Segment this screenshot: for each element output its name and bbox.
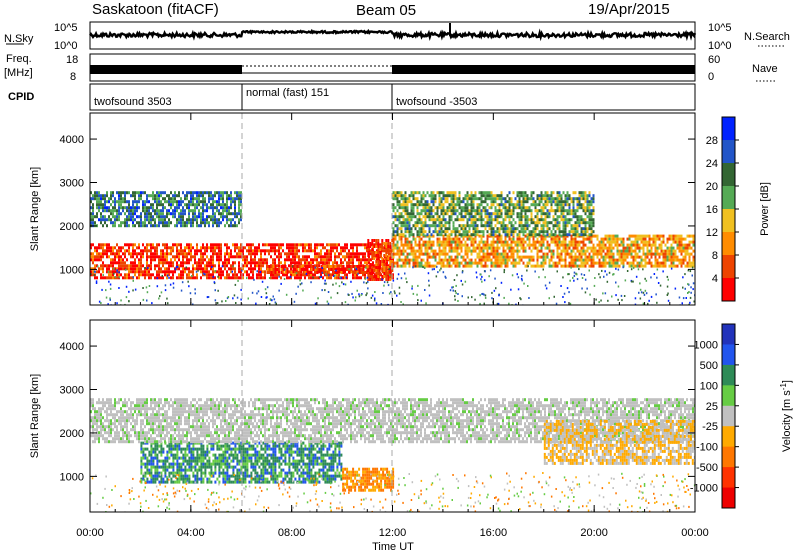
nsky-tick-bottom-right: 10^0 <box>708 40 732 52</box>
beam-label: Beam 05 <box>356 2 416 19</box>
velocity-panel: 4000 3000 2000 1000 Slant Range [km] 1000 50… <box>29 319 793 513</box>
cpid-segment-1: twofsound 3503 <box>94 96 172 108</box>
colorbar-swatch <box>722 385 735 407</box>
colorbar-swatch <box>722 487 735 509</box>
colorbar-tick: 4 <box>712 273 718 285</box>
colorbar-tick: -100 <box>696 442 718 454</box>
colorbar-swatch <box>722 467 735 489</box>
velocity-heatmap <box>90 398 695 512</box>
nsky-strip: N.Sky 10^5 10^0 10^5 10^0 N.Search <box>4 21 790 52</box>
x-tick-label: 00:00 <box>76 527 104 539</box>
nsky-trace <box>89 23 697 42</box>
cpid-segment-2: normal (fast) 151 <box>246 87 329 99</box>
colorbar-swatch <box>722 344 735 366</box>
colorbar-tick: 20 <box>706 181 718 193</box>
freq-label: Freq. <box>6 53 32 65</box>
y-tick-label: 1000 <box>60 471 84 483</box>
power-panel: 4000 3000 2000 1000 Slant Range [km] 28 24 20… <box>29 112 771 306</box>
colorbar-tick: 16 <box>706 204 718 216</box>
velocity-y-label: Slant Range [km] <box>29 374 41 458</box>
x-axis: 00:00 04:00 08:00 12:00 16:00 20:00 00:00 <box>76 113 709 539</box>
nsky-tick-top: 10^5 <box>54 22 78 34</box>
freq-tick-top: 18 <box>66 54 78 66</box>
colorbar-tick: 12 <box>706 227 718 239</box>
y-tick-label: 3000 <box>60 178 84 190</box>
colorbar-tick: -1000 <box>690 483 718 495</box>
colorbar-tick: 28 <box>706 135 718 147</box>
cpid-segment-3: twofsound -3503 <box>396 96 477 108</box>
cpid-strip: CPID twofsound 3503 normal (fast) 151 tw… <box>8 83 696 111</box>
colorbar-swatch <box>722 140 735 164</box>
nsky-label: N.Sky <box>4 33 34 45</box>
x-tick-label: 08:00 <box>278 527 306 539</box>
power-y-label: Slant Range [km] <box>29 167 41 251</box>
colorbar-swatch <box>722 324 735 345</box>
freq-strip: Freq. [MHz] 18 8 60 0 Nave <box>4 53 778 83</box>
nsearch-label: N.Search <box>744 31 790 43</box>
power-colorbar: 28 24 20 16 12 8 4 <box>706 116 739 302</box>
x-tick-label: 20:00 <box>580 527 608 539</box>
velocity-y-ticks: 4000 3000 2000 1000 <box>60 341 695 483</box>
colorbar-tick: 25 <box>706 401 718 413</box>
y-tick-label: 2000 <box>60 428 84 440</box>
colorbar-swatch <box>722 405 735 427</box>
colorbar-swatch <box>722 255 735 279</box>
power-y-ticks: 4000 3000 2000 1000 <box>60 134 695 276</box>
colorbar-tick: 1000 <box>694 339 718 351</box>
power-colorbar-label: Power [dB] <box>759 182 771 236</box>
y-tick-label: 4000 <box>60 134 84 146</box>
colorbar-tick: -500 <box>696 462 718 474</box>
y-tick-label: 1000 <box>60 264 84 276</box>
y-tick-label: 4000 <box>60 341 84 353</box>
colorbar-swatch <box>722 232 735 256</box>
colorbar-tick: 24 <box>706 158 718 170</box>
colorbar-tick: 500 <box>700 360 718 372</box>
cpid-label: CPID <box>8 91 34 103</box>
nsky-tick-top-right: 10^5 <box>708 22 732 34</box>
y-tick-label: 2000 <box>60 221 84 233</box>
plot-title: Saskatoon (fitACF) <box>92 1 219 18</box>
x-tick-label: 04:00 <box>177 527 205 539</box>
colorbar-swatch <box>722 364 735 386</box>
nave-label: Nave <box>752 63 778 75</box>
date-label: 19/Apr/2015 <box>588 1 670 18</box>
nsky-tick-bottom: 10^0 <box>54 40 78 52</box>
freq-tick-bottom: 8 <box>70 71 76 83</box>
colorbar-swatch <box>722 446 735 468</box>
colorbar-tick: 100 <box>700 380 718 392</box>
colorbar-swatch <box>722 117 735 141</box>
colorbar-swatch <box>722 426 735 448</box>
velocity-colorbar-label: Velocity [m s-1] <box>779 380 793 452</box>
colorbar-tick: 8 <box>712 250 718 262</box>
colorbar-tick: -25 <box>702 421 718 433</box>
colorbar-swatch <box>722 163 735 187</box>
freq-unit-label: [MHz] <box>4 67 33 79</box>
x-tick-label: 12:00 <box>379 527 407 539</box>
x-axis-label: Time UT <box>372 541 414 553</box>
colorbar-swatch <box>722 278 735 302</box>
nave-tick-bottom: 0 <box>708 71 714 83</box>
colorbar-swatch <box>722 186 735 210</box>
x-tick-label: 16:00 <box>480 527 508 539</box>
nave-tick-top: 60 <box>708 54 720 66</box>
y-tick-label: 3000 <box>60 385 84 397</box>
colorbar-swatch <box>722 209 735 233</box>
velocity-colorbar: 1000 500 100 25 -25 -100 -500 -1000 <box>690 323 739 509</box>
x-tick-label: 00:00 <box>681 527 709 539</box>
power-heatmap <box>90 191 695 305</box>
